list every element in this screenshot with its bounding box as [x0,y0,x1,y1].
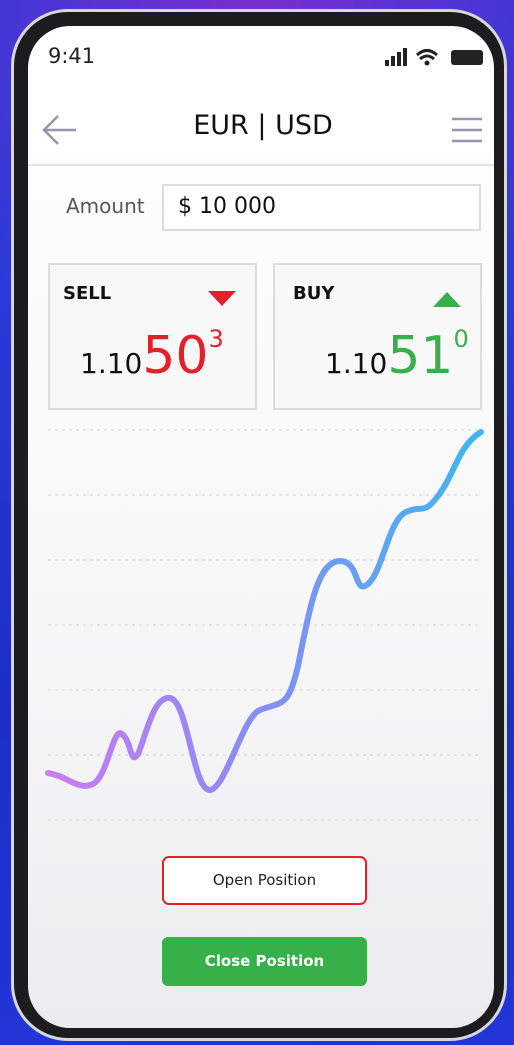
buy-sup: 0 [454,325,469,353]
sell-label: SELL [63,283,111,304]
sell-main: 50 [142,326,208,386]
sell-card[interactable]: SELL 1.10503 [48,263,257,410]
open-position-label: Open Position [213,871,316,889]
buy-main: 51 [387,326,453,386]
open-position-button[interactable]: Open Position [162,856,367,905]
down-arrow [208,291,236,307]
close-position-label: Close Position [205,952,324,970]
amount-label: Amount [66,194,145,218]
buy-label: BUY [293,283,334,304]
status-icons [383,46,488,68]
sell-sup: 3 [209,325,224,353]
sell-price: 1.10503 [80,325,224,386]
up-arrow [433,292,461,308]
screen: 9:41 EUR | USD Amount $ 10 000 SELL 1.10… [28,26,494,1028]
pair-title: EUR | USD [28,110,494,141]
amount-input[interactable]: $ 10 000 [162,184,481,231]
buy-card[interactable]: BUY 1.10510 [273,263,482,410]
close-position-button[interactable]: Close Position [162,937,367,986]
page: {"status_bar": {"time": "9:41"}, "header… [0,0,514,1045]
buy-prefix: 1.10 [325,347,387,380]
amount-value: $ 10 000 [178,194,276,219]
divider [28,164,494,166]
menu-button[interactable] [450,116,484,144]
buy-price: 1.10510 [325,325,469,386]
status-time: 9:41 [48,44,95,68]
sell-prefix: 1.10 [80,347,142,380]
price-chart [28,416,494,836]
